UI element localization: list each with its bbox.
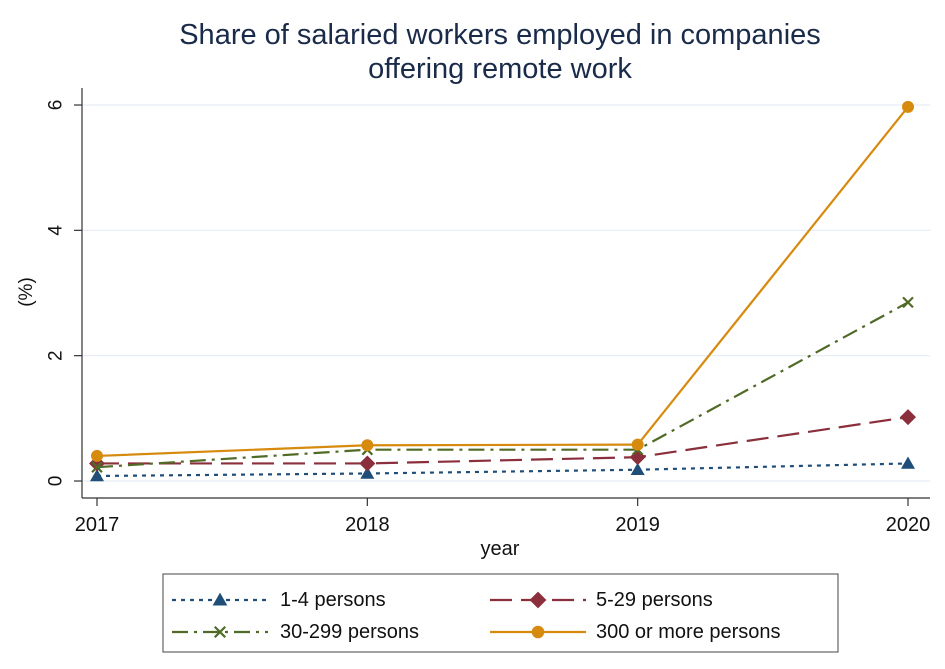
chart-title-line-1: Share of salaried workers employed in co… [179, 19, 821, 51]
data-point-30-299-persons-2020 [902, 296, 914, 309]
y-axis-label: (%) [16, 277, 37, 307]
data-point-1-4-persons-2020 [901, 456, 915, 469]
x-tick-label-2018: 2018 [345, 514, 390, 536]
axis-layer [81, 88, 930, 499]
data-point-300-or-more-persons-2019 [631, 438, 644, 451]
legend-label-5-29-persons: 5-29 persons [596, 589, 713, 611]
y-tick-label-4: 4 [46, 225, 67, 236]
y-ticks: 0 2 4 6 [46, 100, 82, 487]
data-point-300-or-more-persons-2018 [361, 439, 374, 452]
y-tick-label-2: 2 [46, 350, 67, 361]
data-point-300-or-more-persons-2017 [91, 449, 103, 462]
legend-item-30-299-persons: 30-299 persons [172, 621, 419, 643]
data-point-300-or-more-persons-2020 [902, 100, 914, 113]
legend-label-300-or-more-persons: 300 or more persons [596, 621, 781, 643]
legend-marker-300-or-more-persons [531, 625, 545, 639]
data-point-1-4-persons-2018 [360, 466, 375, 479]
data-point-1-4-persons-2019 [630, 462, 645, 475]
x-tick-label-2020: 2020 [886, 514, 931, 536]
legend-item-1-4-persons: 1-4 persons [172, 589, 386, 611]
chart-title-line-2: offering remote work [368, 53, 632, 85]
legend-item-5-29-persons: 5-29 persons [490, 589, 713, 611]
series-layer [89, 100, 916, 482]
legend-item-300-or-more-persons: 300 or more persons [490, 621, 781, 643]
series-line-30-299-persons [96, 301, 909, 469]
series-line-5-29-persons [97, 415, 909, 465]
x-tick-label-2017: 2017 [75, 514, 120, 536]
data-point-1-4-persons-2017 [90, 468, 104, 482]
x-tick-label-2019: 2019 [615, 514, 660, 536]
series-1-4-persons [90, 456, 915, 482]
data-point-5-29-persons-2020 [900, 409, 916, 426]
series-line-1-4-persons [96, 462, 909, 478]
x-axis-label: year [481, 538, 520, 560]
legend-label-1-4-persons: 1-4 persons [280, 589, 386, 611]
series-300-or-more-persons [91, 100, 914, 462]
series-line-300-or-more-persons [96, 106, 909, 458]
legend-marker-5-29-persons [529, 591, 547, 609]
y-tick-label-0: 0 [46, 476, 67, 487]
data-point-5-29-persons-2018 [359, 455, 376, 472]
x-ticks: 2017 2018 2019 2020 [75, 498, 931, 536]
data-point-30-299-persons-2017 [91, 461, 103, 473]
legend: 1-4 persons 5-29 persons 30-299 persons 300… [162, 573, 839, 653]
legend-label-30-299-persons: 30-299 persons [280, 621, 419, 643]
legend-marker-30-299-persons [213, 625, 227, 639]
legend-marker-1-4-persons [212, 592, 228, 606]
series-5-29-persons [89, 409, 916, 472]
y-tick-label-6: 6 [46, 100, 67, 111]
legend-box [162, 573, 839, 653]
grid-layer [82, 104, 930, 482]
